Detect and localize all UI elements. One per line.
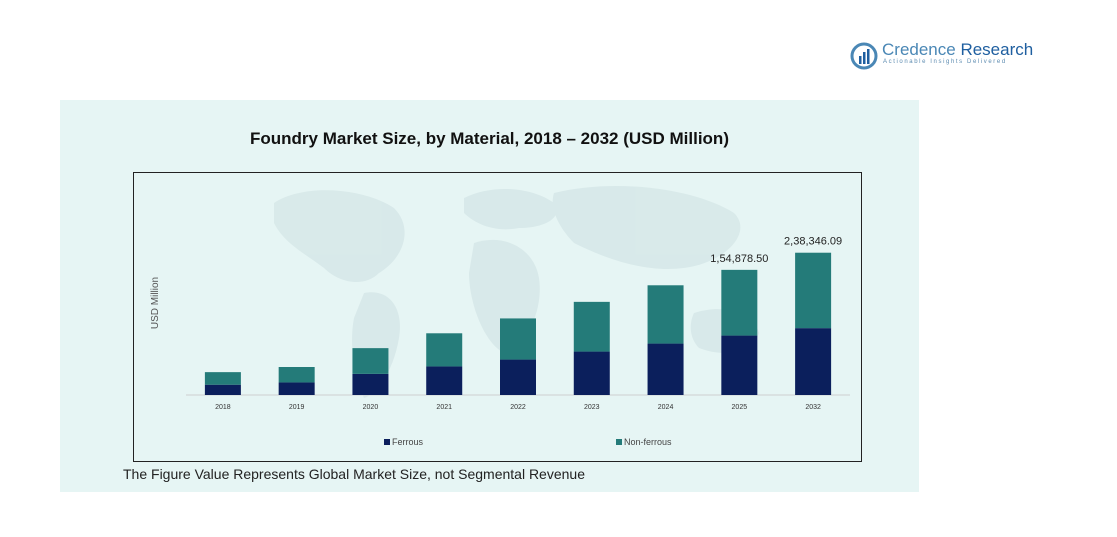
bar-non-ferrous-2023 (573, 301, 610, 352)
legend: Ferrous Non-ferrous (384, 437, 672, 447)
x-tick-label: 2032 (805, 404, 821, 411)
bar-ferrous-2022 (500, 359, 536, 395)
chart-plot: 2018 2019 2020 2021 2022 2023 2024 2025 1,54,878… (150, 185, 850, 447)
brand-name-part2: Research (955, 40, 1034, 59)
brand-logo: Credence Research Actionable Insights De… (850, 40, 1033, 74)
bar-non-ferrous-2018 (204, 372, 241, 385)
x-tick-label: 2023 (584, 404, 600, 411)
x-tick-label: 2025 (732, 404, 748, 411)
bar-ferrous-2019 (278, 382, 315, 395)
y-axis-label: USD Million (150, 277, 161, 329)
bar-ferrous-2018 (204, 384, 241, 395)
chart-frame: 2018 2019 2020 2021 2022 2023 2024 2025 1,54,878… (133, 172, 862, 462)
bar-non-ferrous-2022 (500, 318, 536, 360)
bar-non-ferrous-2032 (795, 252, 832, 329)
x-tick-label: 2019 (289, 404, 305, 411)
bar-ferrous-2021 (426, 366, 463, 395)
bar-ferrous-2023 (573, 351, 610, 395)
bar-non-ferrous-2020 (352, 348, 389, 374)
bar-ferrous-2024 (647, 343, 684, 395)
x-tick-label: 2018 (215, 404, 231, 411)
brand-name-part1: Credence (882, 40, 956, 59)
bar-non-ferrous-2025 (721, 269, 758, 336)
legend-swatch-ferrous (384, 439, 390, 445)
legend-swatch-non-ferrous (616, 439, 622, 445)
brand-name: Credence Research (882, 40, 1033, 60)
bar-non-ferrous-2024 (647, 285, 684, 344)
x-tick-label: 2022 (510, 404, 526, 411)
brand-tagline: Actionable Insights Delivered (883, 59, 1007, 65)
footnote: The Figure Value Represents Global Marke… (123, 466, 585, 482)
logo-icon (850, 42, 878, 70)
chart-title: Foundry Market Size, by Material, 2018 –… (250, 129, 729, 148)
bar-ferrous-2025 (721, 335, 758, 395)
data-label-2032: 2,38,346.09 (784, 236, 842, 248)
data-label-2025: 1,54,878.50 (710, 253, 768, 265)
bar-non-ferrous-2019 (278, 367, 315, 383)
x-tick-label: 2020 (363, 404, 379, 411)
x-tick-label: 2021 (436, 404, 452, 411)
bar-ferrous-2032 (795, 328, 832, 395)
bar-ferrous-2020 (352, 373, 389, 395)
x-tick-label: 2024 (658, 404, 674, 411)
legend-label-ferrous: Ferrous (392, 437, 424, 447)
bar-non-ferrous-2021 (426, 333, 463, 367)
legend-label-non-ferrous: Non-ferrous (624, 437, 672, 447)
